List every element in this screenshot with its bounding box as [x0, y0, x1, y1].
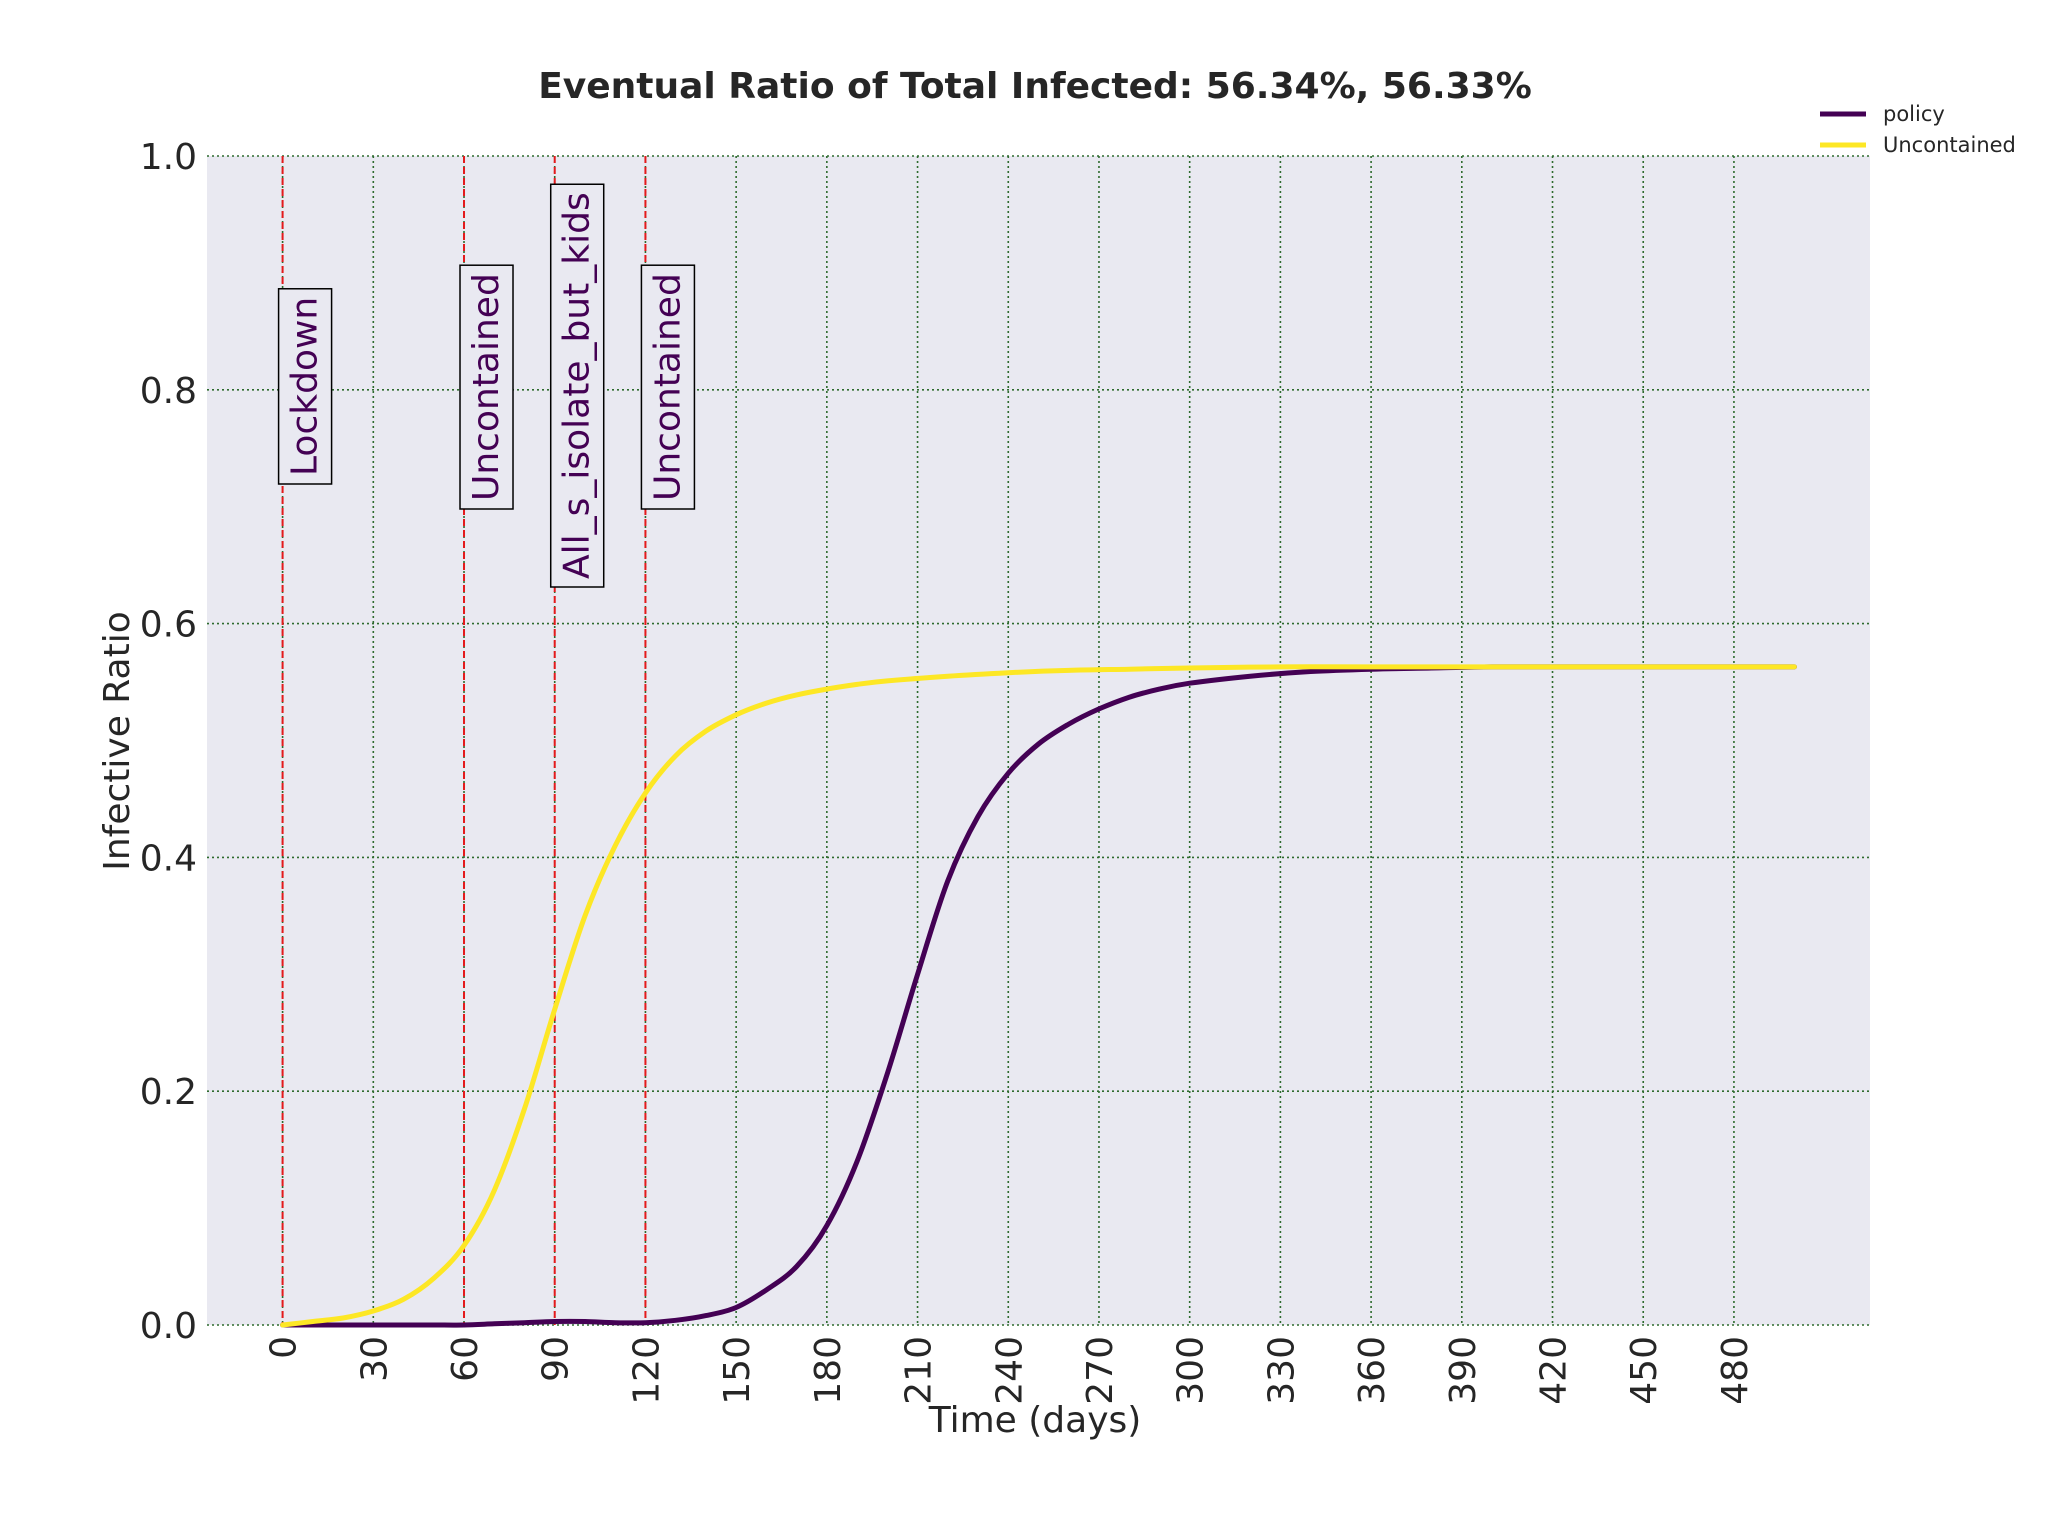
- series-group: [280, 664, 1797, 1328]
- x-tick-label: 120: [626, 1336, 667, 1405]
- plot-area: [207, 156, 1870, 1325]
- event-annotation-box: [640, 264, 696, 510]
- legend-label-policy: policy: [1883, 102, 1945, 126]
- y-tick-label: 0.4: [140, 838, 197, 879]
- y-tick-labels-group: 0.0 0.2 0.4 0.6 0.8 1.0: [140, 137, 197, 1347]
- x-tick-label: 480: [1715, 1336, 1756, 1405]
- plot-background-group: [207, 156, 1870, 1325]
- x-tick-label: 330: [1261, 1336, 1302, 1405]
- y-tick-label: 0.6: [140, 605, 197, 646]
- event-annotation-box: [459, 264, 514, 510]
- y-tick-label: 0.8: [140, 371, 197, 412]
- event-annotations-group: Lockdown Uncontained All_s_isolate_but_kid…: [277, 183, 696, 588]
- event-annotation-box: [277, 288, 333, 485]
- y-tick-label: 0.2: [140, 1072, 197, 1113]
- series-line-policy: [280, 664, 1797, 1328]
- x-tick-label: 270: [1080, 1336, 1121, 1405]
- x-tick-label: 420: [1534, 1336, 1575, 1405]
- grid-group: [207, 155, 1870, 1326]
- legend: policy Uncontained: [1820, 102, 2016, 157]
- legend-label-uncontained: Uncontained: [1883, 133, 2016, 157]
- x-tick-labels-group: 0 30 60 90 120 150 180 210 240 270 300 330 360 390 420…: [264, 1336, 1756, 1405]
- x-tick-label: 300: [1171, 1336, 1212, 1405]
- x-tick-label: 30: [354, 1336, 395, 1382]
- y-tick-label: 0.0: [140, 1306, 197, 1347]
- chart-title: Eventual Ratio of Total Infected: 56.34%…: [538, 66, 1532, 107]
- x-tick-label: 210: [899, 1336, 940, 1405]
- event-annotation-label: Lockdown: [285, 297, 326, 476]
- x-tick-label: 90: [536, 1336, 577, 1382]
- x-tick-label: 180: [808, 1336, 849, 1405]
- event-annotation-1: Uncontained: [459, 264, 514, 510]
- x-tick-label: 60: [445, 1336, 486, 1382]
- event-annotation-0: Lockdown: [277, 288, 333, 485]
- event-annotation-2: All_s_isolate_but_kids: [549, 183, 605, 588]
- event-annotation-box: [549, 183, 605, 588]
- event-annotation-label: Uncontained: [466, 273, 507, 501]
- x-tick-label: 150: [717, 1336, 758, 1405]
- x-tick-label: 390: [1443, 1336, 1484, 1405]
- x-tick-label: 240: [989, 1336, 1030, 1405]
- y-tick-label: 1.0: [140, 137, 197, 178]
- series-line-uncontained: [280, 664, 1797, 1328]
- x-tick-label: 450: [1624, 1336, 1665, 1405]
- event-annotation-3: Uncontained: [640, 264, 696, 510]
- event-annotation-label: Uncontained: [647, 273, 688, 501]
- event-lines-group: [281, 156, 647, 1325]
- x-axis-label: Time (days): [928, 1400, 1142, 1441]
- event-annotation-label: All_s_isolate_but_kids: [557, 192, 598, 579]
- x-tick-label: 360: [1352, 1336, 1393, 1405]
- y-axis-label: Infective Ratio: [97, 611, 138, 871]
- x-tick-label: 0: [264, 1336, 305, 1359]
